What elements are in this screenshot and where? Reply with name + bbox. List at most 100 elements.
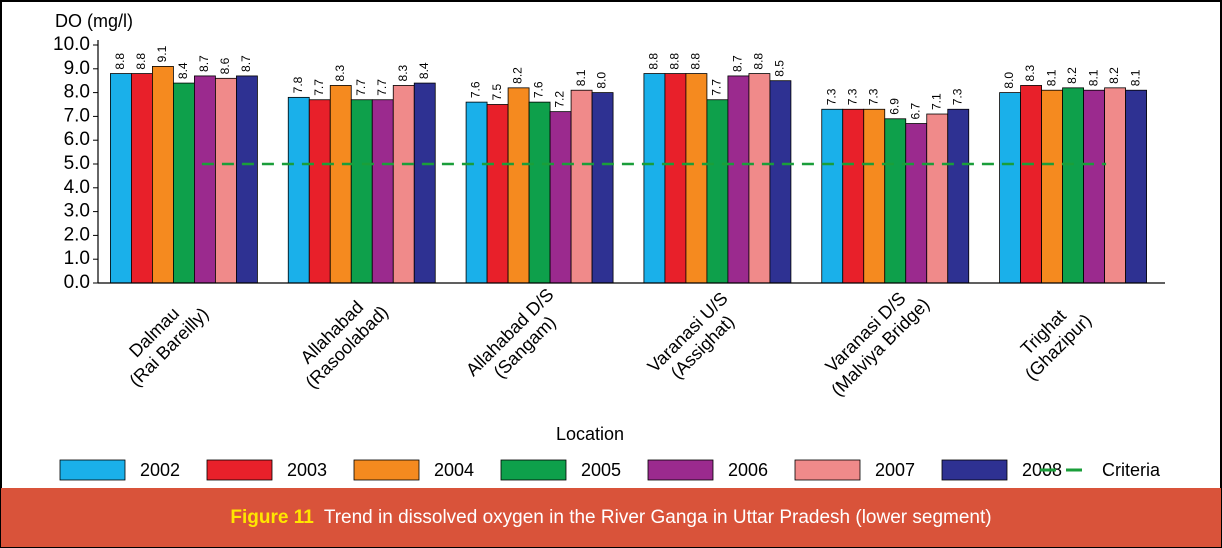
value-label: 8.1 xyxy=(1086,69,1100,86)
bar xyxy=(1041,89,1063,284)
bar xyxy=(643,73,666,284)
x-axis-label: Location xyxy=(556,424,624,444)
value-label: 8.2 xyxy=(1107,67,1121,84)
bar xyxy=(329,85,352,284)
bar xyxy=(110,73,132,284)
value-label: 7.7 xyxy=(375,79,389,96)
bar xyxy=(685,73,708,284)
y-axis-label: DO (mg/l) xyxy=(55,11,133,31)
y-tick-label: 10.0 xyxy=(53,34,90,55)
bar xyxy=(591,92,614,284)
value-label: 8.8 xyxy=(752,53,766,70)
bar xyxy=(842,108,865,284)
legend-swatch xyxy=(353,459,420,481)
legend-swatch xyxy=(206,459,273,481)
bar xyxy=(152,66,174,284)
value-label: 7.6 xyxy=(532,81,546,98)
bar xyxy=(1020,85,1042,284)
legend-label: 2005 xyxy=(581,460,621,480)
y-tick-label: 7.0 xyxy=(64,105,90,126)
y-tick-label: 4.0 xyxy=(64,177,90,198)
caption-band xyxy=(1,488,1221,547)
bar xyxy=(863,108,886,284)
legend-label: 2002 xyxy=(140,460,180,480)
value-label: 8.1 xyxy=(1044,69,1058,86)
bar xyxy=(905,123,928,284)
bar xyxy=(350,99,373,284)
y-tick-label: 0.0 xyxy=(64,272,90,293)
value-label: 7.2 xyxy=(553,91,567,108)
bar xyxy=(1083,89,1105,284)
value-label: 7.5 xyxy=(490,83,504,100)
value-label: 9.1 xyxy=(155,45,169,62)
value-label: 8.1 xyxy=(574,69,588,86)
value-label: 8.0 xyxy=(1002,72,1016,89)
bar xyxy=(570,89,593,284)
value-label: 8.5 xyxy=(773,60,787,77)
bar xyxy=(549,111,572,284)
value-label: 8.2 xyxy=(1065,67,1079,84)
bar xyxy=(947,108,970,284)
bar xyxy=(926,113,949,284)
value-label: 7.3 xyxy=(845,88,859,105)
bar xyxy=(821,108,844,284)
figure-label: Figure 11 xyxy=(230,507,314,528)
value-label: 6.9 xyxy=(887,98,901,115)
bar xyxy=(287,96,310,284)
value-label: 8.3 xyxy=(333,64,347,81)
bar xyxy=(413,82,436,284)
bar xyxy=(706,99,729,284)
value-label: 8.8 xyxy=(134,53,148,70)
bar xyxy=(194,75,216,284)
value-label: 8.3 xyxy=(396,64,410,81)
y-tick-label: 2.0 xyxy=(64,224,90,245)
value-label: 7.7 xyxy=(354,79,368,96)
y-tick-label: 6.0 xyxy=(64,129,90,150)
value-label: 7.7 xyxy=(710,79,724,96)
bar xyxy=(999,92,1021,284)
bar xyxy=(131,73,153,284)
bar xyxy=(748,73,771,284)
value-label: 8.8 xyxy=(689,53,703,70)
legend-label: Criteria xyxy=(1102,460,1161,480)
value-label: 7.1 xyxy=(929,93,943,110)
value-label: 8.1 xyxy=(1128,69,1142,86)
bar xyxy=(371,99,394,284)
value-label: 7.3 xyxy=(824,88,838,105)
value-label: 8.7 xyxy=(731,55,745,72)
legend-label: 2003 xyxy=(287,460,327,480)
legend-swatch xyxy=(647,459,714,481)
bar xyxy=(528,101,551,284)
value-label: 8.4 xyxy=(417,62,431,79)
value-label: 7.6 xyxy=(469,81,483,98)
value-label: 8.4 xyxy=(176,62,190,79)
caption-text: Trend in dissolved oxygen in the River G… xyxy=(324,507,992,528)
bar xyxy=(1125,89,1147,284)
legend-swatch xyxy=(59,459,126,481)
bar xyxy=(308,99,331,284)
y-tick-label: 3.0 xyxy=(64,201,90,222)
legend-swatch xyxy=(941,459,1008,481)
value-label: 8.3 xyxy=(1023,64,1037,81)
bar xyxy=(1104,87,1126,284)
y-tick-label: 5.0 xyxy=(64,153,90,174)
bar xyxy=(392,85,415,284)
value-label: 8.8 xyxy=(113,53,127,70)
legend-label: 2007 xyxy=(875,460,915,480)
value-label: 8.7 xyxy=(239,55,253,72)
legend-swatch xyxy=(500,459,567,481)
caption: Figure 11 Trend in dissolved oxygen in th… xyxy=(230,507,991,528)
legend-swatch xyxy=(794,459,861,481)
bar xyxy=(236,75,258,284)
bar xyxy=(884,118,907,284)
y-tick-label: 8.0 xyxy=(64,82,90,103)
value-label: 8.8 xyxy=(668,53,682,70)
value-label: 7.7 xyxy=(312,79,326,96)
value-label: 7.3 xyxy=(950,88,964,105)
value-label: 8.6 xyxy=(218,57,232,74)
bar xyxy=(173,82,195,284)
value-label: 8.0 xyxy=(595,72,609,89)
value-label: 8.8 xyxy=(647,53,661,70)
value-label: 7.3 xyxy=(866,88,880,105)
